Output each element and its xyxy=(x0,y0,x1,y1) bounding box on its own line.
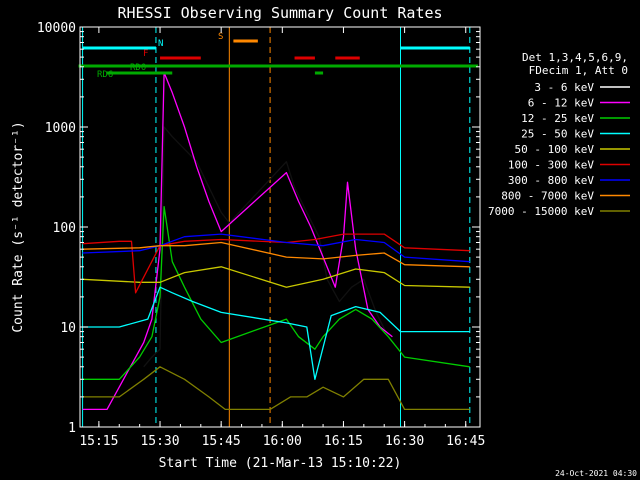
flag-label-n: N xyxy=(158,39,163,49)
series-line-7000-15000-kev xyxy=(82,366,470,411)
x-axis-label: Start Time (21-Mar-13 15:10:22) xyxy=(159,456,402,471)
series-line-3-6-kev xyxy=(143,126,389,368)
x-tick-label: 16:30 xyxy=(385,434,424,449)
legend-label: 100 - 300 keV xyxy=(508,159,594,172)
legend-label: 3 - 6 keV xyxy=(534,81,594,94)
x-tick-label: 15:45 xyxy=(202,434,241,449)
legend-label: 50 - 100 keV xyxy=(515,143,595,156)
legend-label: 800 - 7000 keV xyxy=(501,190,594,203)
series-line-100-300-kev xyxy=(82,233,470,294)
y-tick-label: 10000 xyxy=(37,21,76,36)
flag-label-rd6: RD6 xyxy=(97,70,113,80)
series-line-12-25-kev xyxy=(82,205,470,380)
x-tick-label: 16:15 xyxy=(324,434,363,449)
x-tick-label: 16:00 xyxy=(263,434,302,449)
y-tick-label: 100 xyxy=(53,221,76,236)
flag-label-s: S xyxy=(218,32,223,42)
legend: Det 1,3,4,5,6,9,FDecim 1, Att 0 3 - 6 keV… xyxy=(488,51,630,218)
legend-label: 300 - 800 keV xyxy=(508,174,594,187)
legend-header: FDecim 1, Att 0 xyxy=(529,64,628,77)
legend-label: 25 - 50 keV xyxy=(521,128,594,141)
legend-header: Det 1,3,4,5,6,9, xyxy=(522,51,628,64)
y-axis-label: Count Rate (s⁻¹ detector⁻¹) xyxy=(11,121,26,332)
series-line-300-800-kev xyxy=(82,233,470,263)
series-line-25-50-kev xyxy=(82,286,470,380)
series-line-800-7000-kev xyxy=(82,241,470,268)
flag-label-rd0: RD0 xyxy=(130,63,146,73)
timestamp: 24-Oct-2021 04:30 xyxy=(555,469,637,478)
y-tick-label: 10 xyxy=(60,321,76,336)
x-tick-label: 15:30 xyxy=(140,434,179,449)
series-line-50-100-kev xyxy=(82,266,470,288)
legend-label: 7000 - 15000 keV xyxy=(488,205,594,218)
x-tick-label: 16:45 xyxy=(446,434,485,449)
x-tick-label: 15:15 xyxy=(79,434,118,449)
y-tick-label: 1 xyxy=(68,421,76,436)
legend-label: 6 - 12 keV xyxy=(528,97,595,110)
y-tick-label: 1000 xyxy=(45,121,76,136)
legend-label: 12 - 25 keV xyxy=(521,112,594,125)
chart-title: RHESSI Observing Summary Count Rates xyxy=(117,4,442,22)
flag-label-f: F xyxy=(143,49,148,59)
series-line-6-12-kev xyxy=(82,71,393,411)
